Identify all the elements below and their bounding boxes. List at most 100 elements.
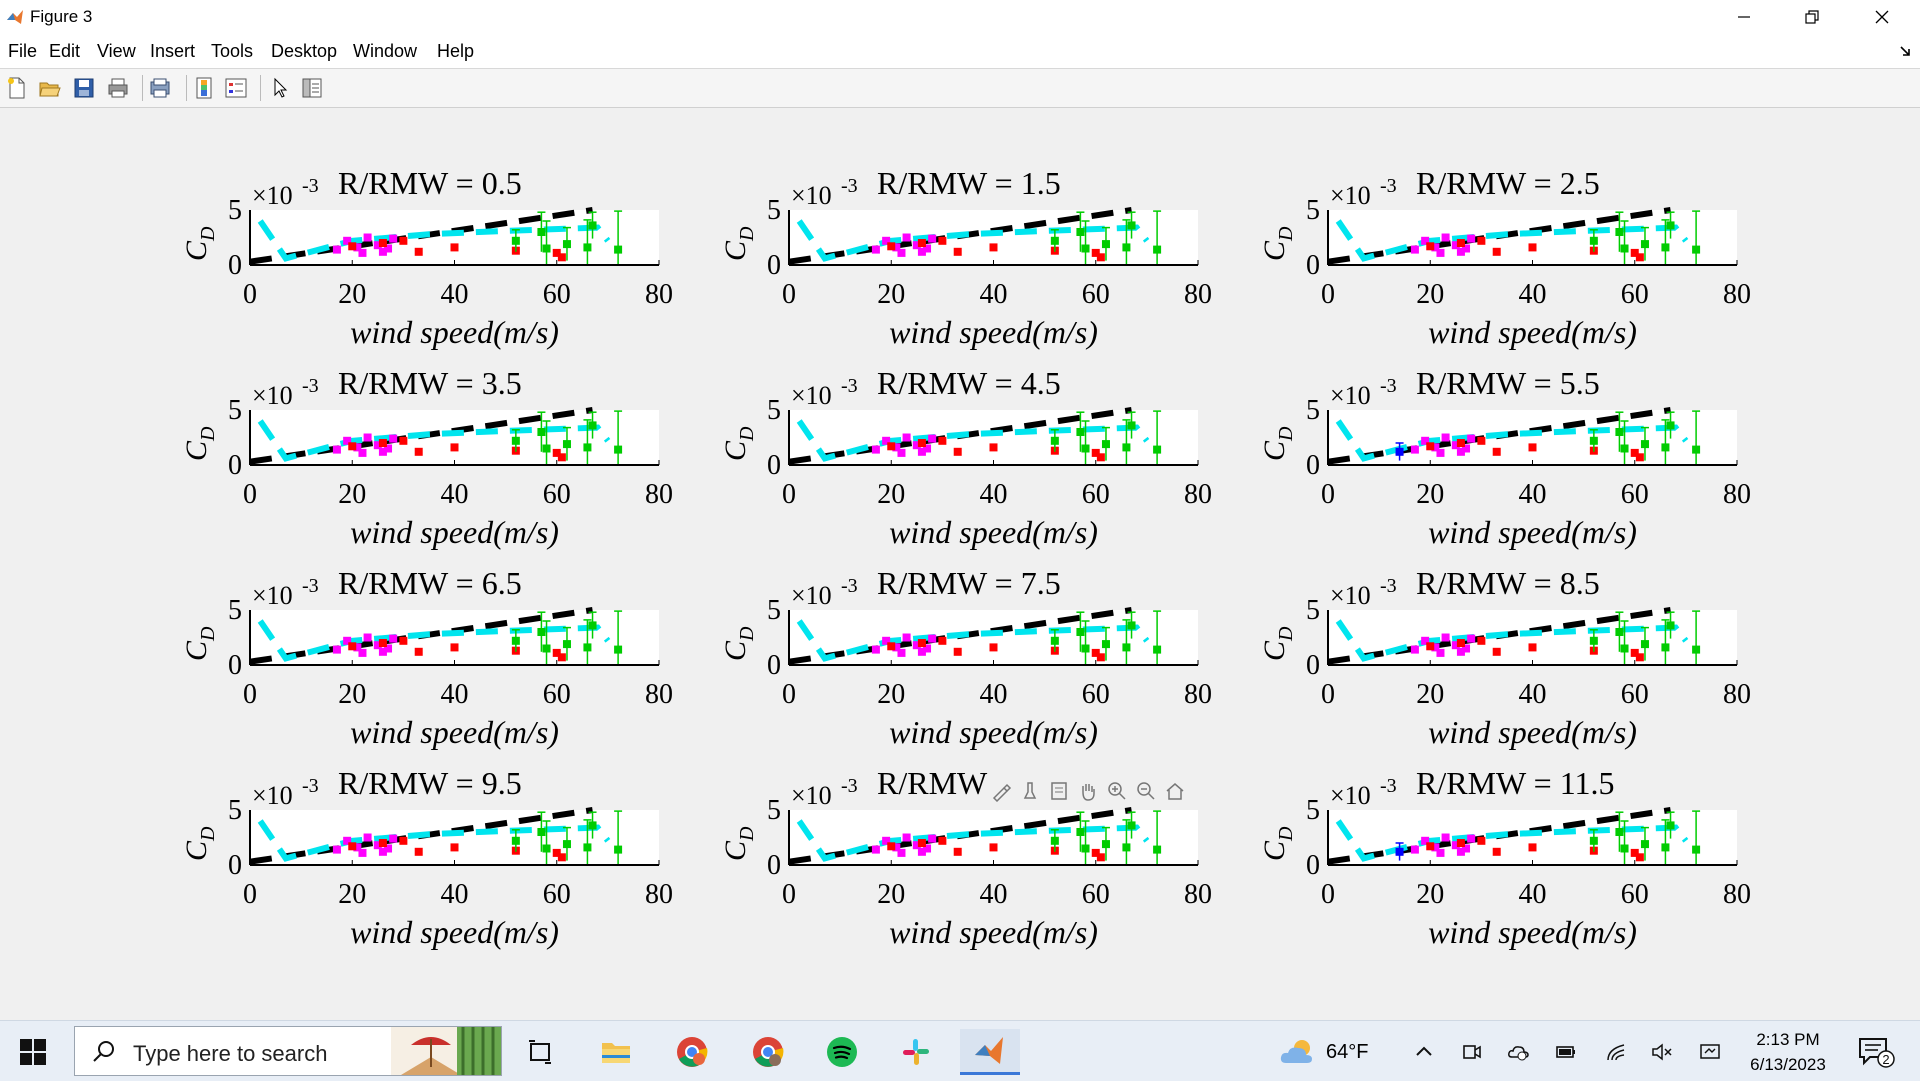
meet-now-button[interactable] [1458, 1039, 1486, 1065]
restore-button[interactable] [1778, 0, 1846, 34]
print-button[interactable] [104, 74, 132, 102]
y-exponent-power: -3 [841, 375, 858, 397]
property-inspector-button[interactable] [298, 74, 326, 102]
onedrive-button[interactable] [1504, 1039, 1532, 1065]
colorbar-button[interactable] [190, 74, 218, 102]
zoom-out-icon [1137, 782, 1155, 800]
data-point [363, 433, 372, 442]
x-axis-label: wind speed(m/s) [350, 514, 559, 550]
weather-widget[interactable]: 64°F [1278, 1037, 1368, 1067]
series-line [257, 419, 611, 462]
file-explorer-button[interactable] [586, 1029, 646, 1075]
save-icon [74, 78, 94, 98]
pointer-button[interactable] [266, 74, 294, 102]
taskbar-clock[interactable]: 2:13 PM 6/13/2023 [1738, 1027, 1838, 1077]
data-point [1589, 836, 1598, 845]
show-hidden-icons-button[interactable] [1410, 1039, 1438, 1065]
chrome-button[interactable] [662, 1029, 722, 1075]
data-point [450, 443, 459, 452]
data-point [1153, 845, 1162, 854]
minimize-button[interactable] [1710, 0, 1778, 34]
data-point [1492, 447, 1501, 456]
data-point [897, 648, 906, 657]
x-axis-label: wind speed(m/s) [350, 914, 559, 950]
data-point [917, 847, 926, 856]
slack-button[interactable] [886, 1029, 946, 1075]
data-point [1666, 221, 1675, 230]
x-tick-label: 0 [243, 479, 257, 510]
menu-edit[interactable]: Edit [49, 41, 81, 61]
y-exponent-label: ×10 [252, 181, 293, 210]
x-axis-label: wind speed(m/s) [889, 714, 1098, 750]
data-point [1620, 644, 1629, 653]
matlab-logo-icon [7, 10, 23, 24]
data-point [1692, 445, 1701, 454]
data-point [1050, 836, 1059, 845]
zoom-in-button[interactable] [1104, 778, 1130, 804]
x-tick-label: 20 [338, 279, 366, 310]
pan-restore-button[interactable] [1046, 778, 1072, 804]
y-axis-label-subscript: D [197, 426, 219, 442]
legend-button[interactable] [222, 74, 250, 102]
data-tips-button[interactable] [1017, 778, 1043, 804]
axes-background [250, 210, 659, 265]
taskbar-search[interactable]: Type here to search [74, 1026, 502, 1076]
spotify-button[interactable] [812, 1029, 872, 1075]
minimize-icon [1738, 16, 1750, 18]
brush-button[interactable] [988, 778, 1014, 804]
task-view-icon [529, 1040, 551, 1064]
battery-button[interactable] [1552, 1039, 1580, 1065]
y-exponent-label: ×10 [1330, 381, 1371, 410]
data-point [332, 445, 341, 454]
pan-button[interactable] [1075, 778, 1101, 804]
open-file-button[interactable] [36, 74, 64, 102]
search-placeholder: Type here to search [133, 1041, 328, 1066]
y-tick-label: 5 [228, 195, 242, 226]
data-point [399, 636, 408, 645]
menu-help[interactable]: Help [437, 41, 475, 61]
save-button[interactable] [70, 74, 98, 102]
y-axis-label-subscript: D [197, 226, 219, 242]
y-axis-label: C [719, 640, 752, 661]
dock-figure-icon[interactable] [1898, 44, 1912, 58]
data-point [511, 236, 520, 245]
data-point [1421, 836, 1430, 845]
chrome-profile-button[interactable] [738, 1029, 798, 1075]
data-point [378, 447, 387, 456]
axes-background [1328, 410, 1737, 465]
data-point [1589, 636, 1598, 645]
menu-file[interactable]: File [8, 41, 38, 61]
menu-window[interactable]: Window [353, 41, 418, 61]
zoom-out-button[interactable] [1133, 778, 1159, 804]
close-button[interactable] [1848, 0, 1916, 34]
home-icon [1166, 783, 1184, 800]
cloudy-weather-icon [1280, 1040, 1312, 1063]
matlab-button[interactable] [960, 1029, 1020, 1075]
menu-view[interactable]: View [97, 41, 136, 61]
notification-center-icon[interactable]: 2 [1856, 1035, 1896, 1069]
windows-start-icon[interactable] [18, 1037, 48, 1067]
data-point [882, 836, 891, 845]
x-axis-label: wind speed(m/s) [889, 514, 1098, 550]
network-button[interactable] [1602, 1039, 1630, 1065]
display-button[interactable] [1696, 1039, 1724, 1065]
new-figure-button[interactable] [3, 74, 31, 102]
menu-desktop[interactable]: Desktop [271, 41, 338, 61]
x-tick-label: 80 [645, 279, 673, 310]
data-point [882, 436, 891, 445]
data-point [384, 644, 393, 653]
data-point [1436, 448, 1445, 457]
home-button[interactable] [1162, 778, 1188, 804]
volume-button[interactable] [1648, 1039, 1676, 1065]
menu-tools[interactable]: Tools [211, 41, 254, 61]
x-tick-label: 60 [543, 479, 571, 510]
menu-insert[interactable]: Insert [150, 41, 196, 61]
x-tick-label: 40 [980, 879, 1008, 910]
task-view-button[interactable] [510, 1029, 570, 1075]
data-point [583, 643, 592, 652]
print-preview-button[interactable] [146, 74, 174, 102]
data-point [1441, 833, 1450, 842]
data-point [1096, 853, 1105, 862]
